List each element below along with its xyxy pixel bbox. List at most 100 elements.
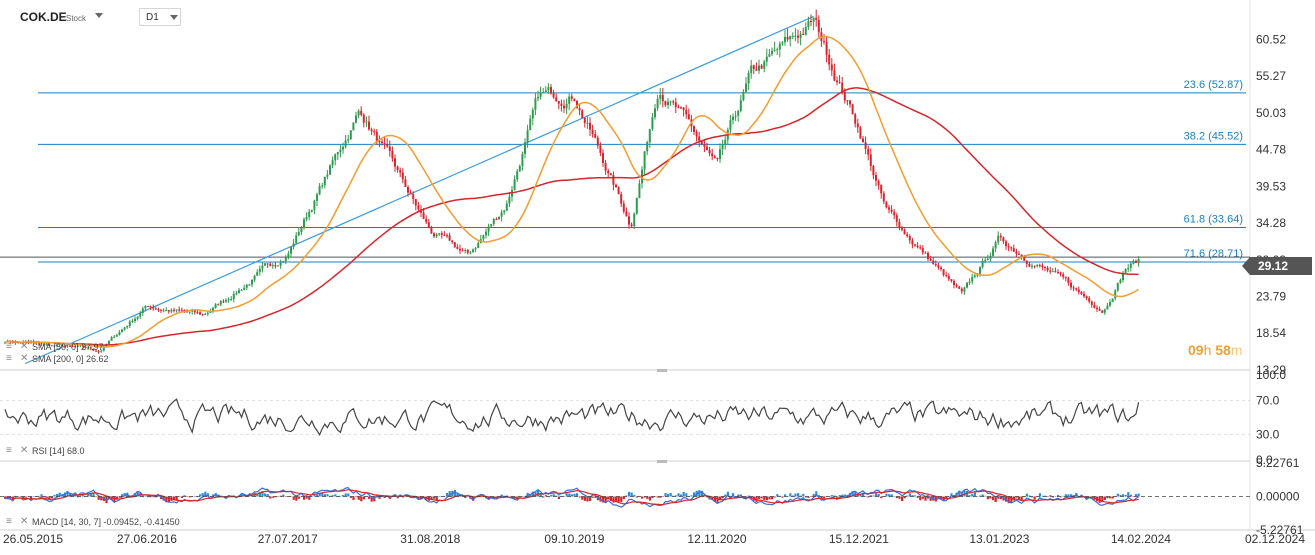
macd-histogram-bar: [552, 494, 555, 497]
candle: [1070, 282, 1072, 288]
macd-histogram-bar: [794, 493, 797, 497]
indicator-menu-icon[interactable]: ≡: [6, 353, 12, 364]
candle: [708, 149, 711, 154]
indicator-close-icon[interactable]: ✕: [20, 353, 29, 364]
candle: [339, 149, 342, 152]
indicator-menu-icon[interactable]: ≡: [6, 341, 12, 352]
macd-histogram-bar: [326, 494, 329, 497]
macd-histogram-bar: [591, 496, 594, 498]
candle: [227, 299, 230, 301]
macd-histogram-bar: [204, 491, 207, 497]
macd-histogram-bar: [173, 496, 176, 500]
candle: [292, 243, 295, 247]
candle: [625, 211, 628, 217]
candle: [604, 162, 607, 171]
candle: [903, 229, 906, 235]
macd-histogram-bar: [919, 496, 922, 501]
macd-histogram-bar: [625, 495, 628, 497]
macd-histogram-bar: [347, 493, 350, 497]
macd-histogram-bar: [87, 494, 90, 497]
x-tick-label: 09.10.2019: [544, 532, 604, 546]
macd-histogram-bar: [1111, 496, 1114, 499]
candle: [446, 235, 448, 237]
symbol-label[interactable]: COK.DE: [20, 10, 67, 24]
indicator-close-icon[interactable]: ✕: [20, 445, 29, 456]
macd-histogram-bar: [817, 495, 820, 497]
macd-histogram-bar: [542, 496, 545, 498]
indicator-menu-icon[interactable]: ≡: [6, 445, 12, 456]
macd-histogram-bar: [1067, 494, 1070, 497]
macd-histogram-bar: [929, 496, 932, 501]
macd-histogram-bar: [154, 496, 157, 498]
candle: [1059, 272, 1062, 275]
macd-histogram-bar: [958, 490, 961, 497]
candle: [927, 253, 929, 259]
symbol-type-label: Stock: [66, 14, 87, 23]
macd-histogram-bar: [578, 496, 581, 498]
candle: [1036, 265, 1039, 267]
candle: [414, 199, 417, 206]
macd-histogram-bar: [212, 494, 215, 497]
timeframe-value: D1: [146, 12, 159, 23]
indicator-close-icon[interactable]: ✕: [20, 516, 29, 527]
candle: [893, 211, 896, 216]
indicator-menu-icon[interactable]: ≡: [6, 516, 12, 527]
candle: [401, 172, 404, 180]
sma-fast-line: [4, 35, 1139, 348]
candle: [890, 209, 893, 212]
candle: [157, 309, 160, 311]
macd-histogram-bar: [916, 496, 919, 498]
macd-histogram-bar: [537, 490, 540, 497]
candle: [518, 165, 521, 172]
candle: [219, 301, 222, 305]
candle: [191, 310, 194, 312]
fibonacci-level-label: 38.2 (45.52): [1184, 130, 1243, 142]
candle: [1051, 271, 1054, 273]
macd-histogram-bar: [251, 495, 254, 497]
candle: [147, 306, 149, 308]
candle: [1124, 269, 1127, 273]
macd-histogram-bar: [1122, 494, 1125, 497]
panel-resize-handle[interactable]: [657, 369, 667, 372]
macd-histogram-bar: [479, 494, 482, 497]
candle: [438, 233, 441, 235]
macd-histogram-bar: [984, 495, 987, 497]
candle: [102, 346, 105, 351]
candle: [173, 309, 175, 311]
macd-histogram-bar: [199, 494, 202, 497]
timeframe-select[interactable]: D1: [139, 8, 181, 26]
macd-histogram-bar: [1028, 495, 1031, 497]
candle: [251, 279, 253, 285]
candle: [794, 35, 797, 37]
candle: [880, 185, 883, 194]
candle: [869, 154, 872, 167]
candle: [643, 151, 646, 170]
symbol-dropdown-icon[interactable]: [95, 13, 103, 18]
candle: [4, 342, 6, 344]
macd-histogram-bar: [1046, 496, 1049, 497]
price-tick-label: 44.78: [1256, 143, 1286, 157]
macd-histogram-bar: [1051, 496, 1054, 498]
candle: [310, 209, 313, 212]
macd-histogram-bar: [342, 495, 345, 497]
candle: [615, 184, 617, 188]
candle: [596, 137, 599, 146]
macd-histogram-bar: [321, 492, 324, 497]
indicator-close-icon[interactable]: ✕: [20, 341, 29, 352]
macd-histogram-bar: [89, 494, 92, 497]
candle: [381, 141, 383, 144]
candle: [1090, 301, 1093, 305]
macd-histogram-bar: [693, 492, 696, 497]
macd-histogram-bar: [282, 494, 285, 497]
macd-histogram-bar: [1049, 495, 1052, 497]
fibonacci-level-label: 61.8 (33.64): [1184, 214, 1243, 226]
candle: [872, 166, 875, 176]
macd-histogram-bar: [719, 496, 722, 500]
panel-resize-handle[interactable]: [657, 460, 667, 463]
candle: [274, 265, 277, 267]
macd-histogram-bar: [1109, 496, 1112, 499]
macd-histogram-bar: [622, 496, 625, 499]
candle: [1057, 272, 1059, 274]
macd-histogram-bar: [724, 494, 727, 497]
